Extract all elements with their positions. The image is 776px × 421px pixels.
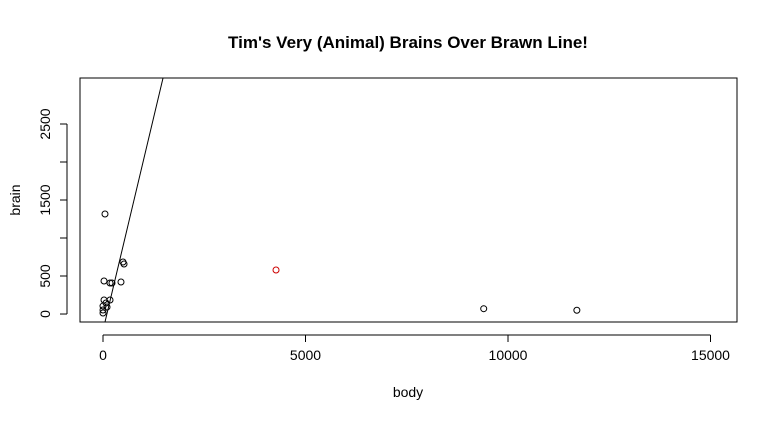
plot-area [104,78,164,322]
point [106,279,114,287]
point [480,305,488,313]
point [108,279,116,287]
point [103,303,111,311]
x-axis-label: body [393,384,423,400]
point [101,210,109,218]
chart-title: Tim's Very (Animal) Brains Over Brawn Li… [228,33,588,52]
x-tick-label: 5000 [290,347,321,363]
point [99,302,107,310]
x-tick-label: 10000 [489,347,528,363]
point [120,260,128,268]
regression-line [104,78,164,322]
x-tick-label: 15000 [691,347,730,363]
y-tick-label: 2500 [37,108,53,139]
y-axis-label: brain [7,184,23,215]
point [100,277,108,285]
point [99,309,107,317]
point [573,306,581,314]
y-tick-label: 500 [37,264,53,288]
y-tick-label: 1500 [37,184,53,215]
point [272,266,280,274]
point [117,278,125,286]
x-tick-label: 0 [99,347,107,363]
y-tick-label: 0 [37,310,53,318]
plot-box [79,77,738,323]
